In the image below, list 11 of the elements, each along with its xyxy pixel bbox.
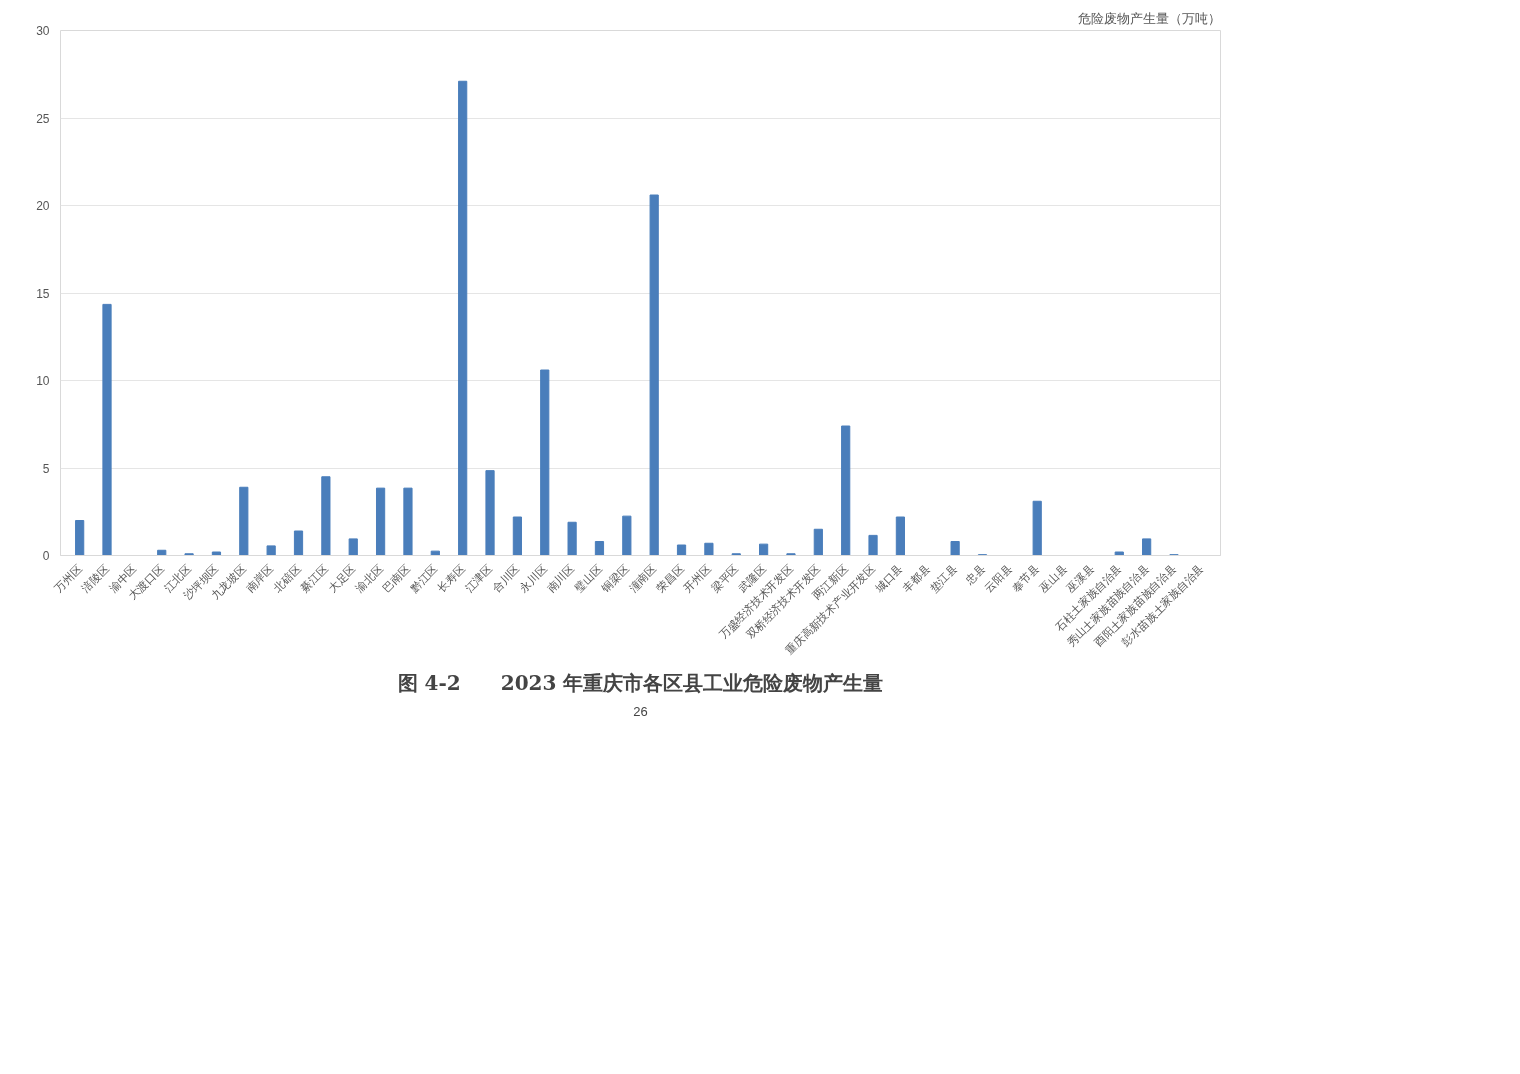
y-tick-label: 25 xyxy=(36,111,50,126)
y-tick-label: 5 xyxy=(42,461,50,476)
text: 图 4-2 2023 年重庆市各区县工业危险废物产生量 xyxy=(397,670,884,695)
text: 26 xyxy=(633,703,648,719)
x-tick-label: 忠县 xyxy=(961,562,987,588)
y-tick-label: 20 xyxy=(36,199,50,213)
y-tick-label: 0 xyxy=(42,549,50,563)
y-tick-label: 10 xyxy=(36,374,50,388)
y-tick-label: 30 xyxy=(36,24,50,38)
y-tick-label: 15 xyxy=(36,286,50,301)
y-axis-title: 危险废物产生量（万吨） xyxy=(1077,10,1221,26)
